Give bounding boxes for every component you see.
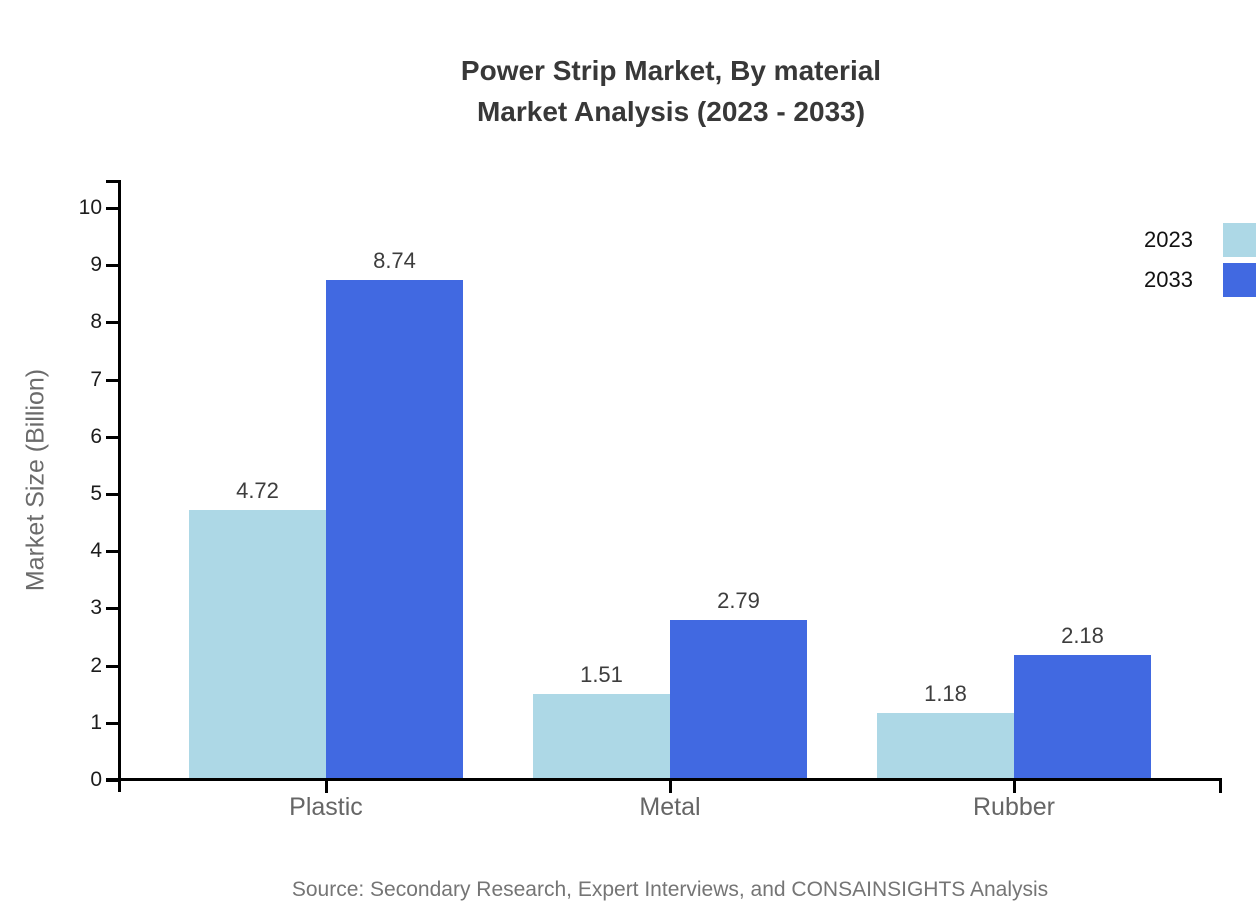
y-tick-mark bbox=[106, 493, 119, 496]
x-tick-mark bbox=[1013, 780, 1016, 793]
source-attribution: Source: Secondary Research, Expert Inter… bbox=[291, 878, 1049, 901]
y-tick-label: 10 bbox=[78, 196, 102, 219]
bar-value-label: 2.18 bbox=[1061, 623, 1104, 649]
plot-area: 4.72 1.51 1.18 8.74 2.79 2.18 bbox=[120, 180, 1222, 780]
y-tick-mark bbox=[106, 435, 119, 439]
legend-label: 2023 bbox=[1144, 227, 1193, 252]
bar-value-label: 4.72 bbox=[236, 478, 279, 504]
y-tick-label: 7 bbox=[90, 367, 102, 391]
y-axis-top-cap-tick bbox=[106, 180, 119, 183]
y-tick-label: 8 bbox=[90, 310, 102, 334]
legend-label: 2033 bbox=[1144, 267, 1193, 292]
bar-2033-rubber bbox=[1014, 655, 1151, 780]
chart-title: Power Strip Market, By material Market A… bbox=[120, 50, 1222, 132]
legend-item-2023: 2023 bbox=[1144, 220, 1256, 260]
x-axis-end-cap-tick bbox=[1219, 780, 1222, 793]
y-tick-label: 9 bbox=[90, 253, 102, 277]
x-category-label: Plastic bbox=[289, 793, 363, 821]
x-axis-line bbox=[106, 778, 1222, 781]
y-tick-label: 2 bbox=[90, 653, 102, 677]
y-tick-label: 6 bbox=[90, 424, 102, 448]
y-tick-mark bbox=[106, 207, 119, 210]
chart-title-line2: Market Analysis (2023 - 2033) bbox=[476, 96, 866, 127]
y-tick-mark bbox=[106, 321, 119, 325]
bar-value-label: 8.74 bbox=[373, 248, 416, 274]
y-tick-label: 3 bbox=[90, 596, 102, 620]
bar-2033-metal bbox=[670, 620, 807, 780]
x-category-label: Rubber bbox=[973, 793, 1055, 821]
y-tick-mark bbox=[106, 378, 119, 382]
x-tick-mark bbox=[669, 780, 672, 793]
bar-2033-plastic bbox=[326, 280, 463, 780]
y-tick-mark bbox=[106, 550, 119, 554]
legend-item-2033: 2033 bbox=[1144, 260, 1256, 300]
bar-2023-metal bbox=[533, 693, 670, 780]
chart-title-line1: Power Strip Market, By material bbox=[460, 55, 882, 86]
legend-swatch bbox=[1223, 263, 1256, 297]
y-axis-label: Market Size (Billion) bbox=[21, 368, 50, 592]
y-tick-mark bbox=[106, 607, 119, 611]
y-tick-mark bbox=[106, 264, 119, 268]
bar-2023-rubber bbox=[877, 712, 1014, 780]
y-tick-mark bbox=[106, 664, 119, 668]
legend-swatch bbox=[1223, 223, 1256, 257]
y-tick-label: 5 bbox=[90, 482, 102, 505]
y-axis-line bbox=[118, 180, 121, 792]
bar-value-label: 2.79 bbox=[717, 588, 760, 614]
y-tick-label: 0 bbox=[90, 768, 102, 791]
y-tick-label: 4 bbox=[90, 539, 102, 563]
y-tick-label: 1 bbox=[90, 710, 102, 734]
legend: 2023 2033 bbox=[1144, 220, 1256, 300]
x-tick-mark bbox=[325, 780, 328, 793]
bar-value-label: 1.51 bbox=[580, 661, 623, 687]
y-tick-mark bbox=[106, 721, 119, 725]
bar-2023-plastic bbox=[189, 510, 326, 780]
bar-value-label: 1.18 bbox=[924, 680, 967, 706]
x-category-label: Metal bbox=[639, 793, 701, 821]
